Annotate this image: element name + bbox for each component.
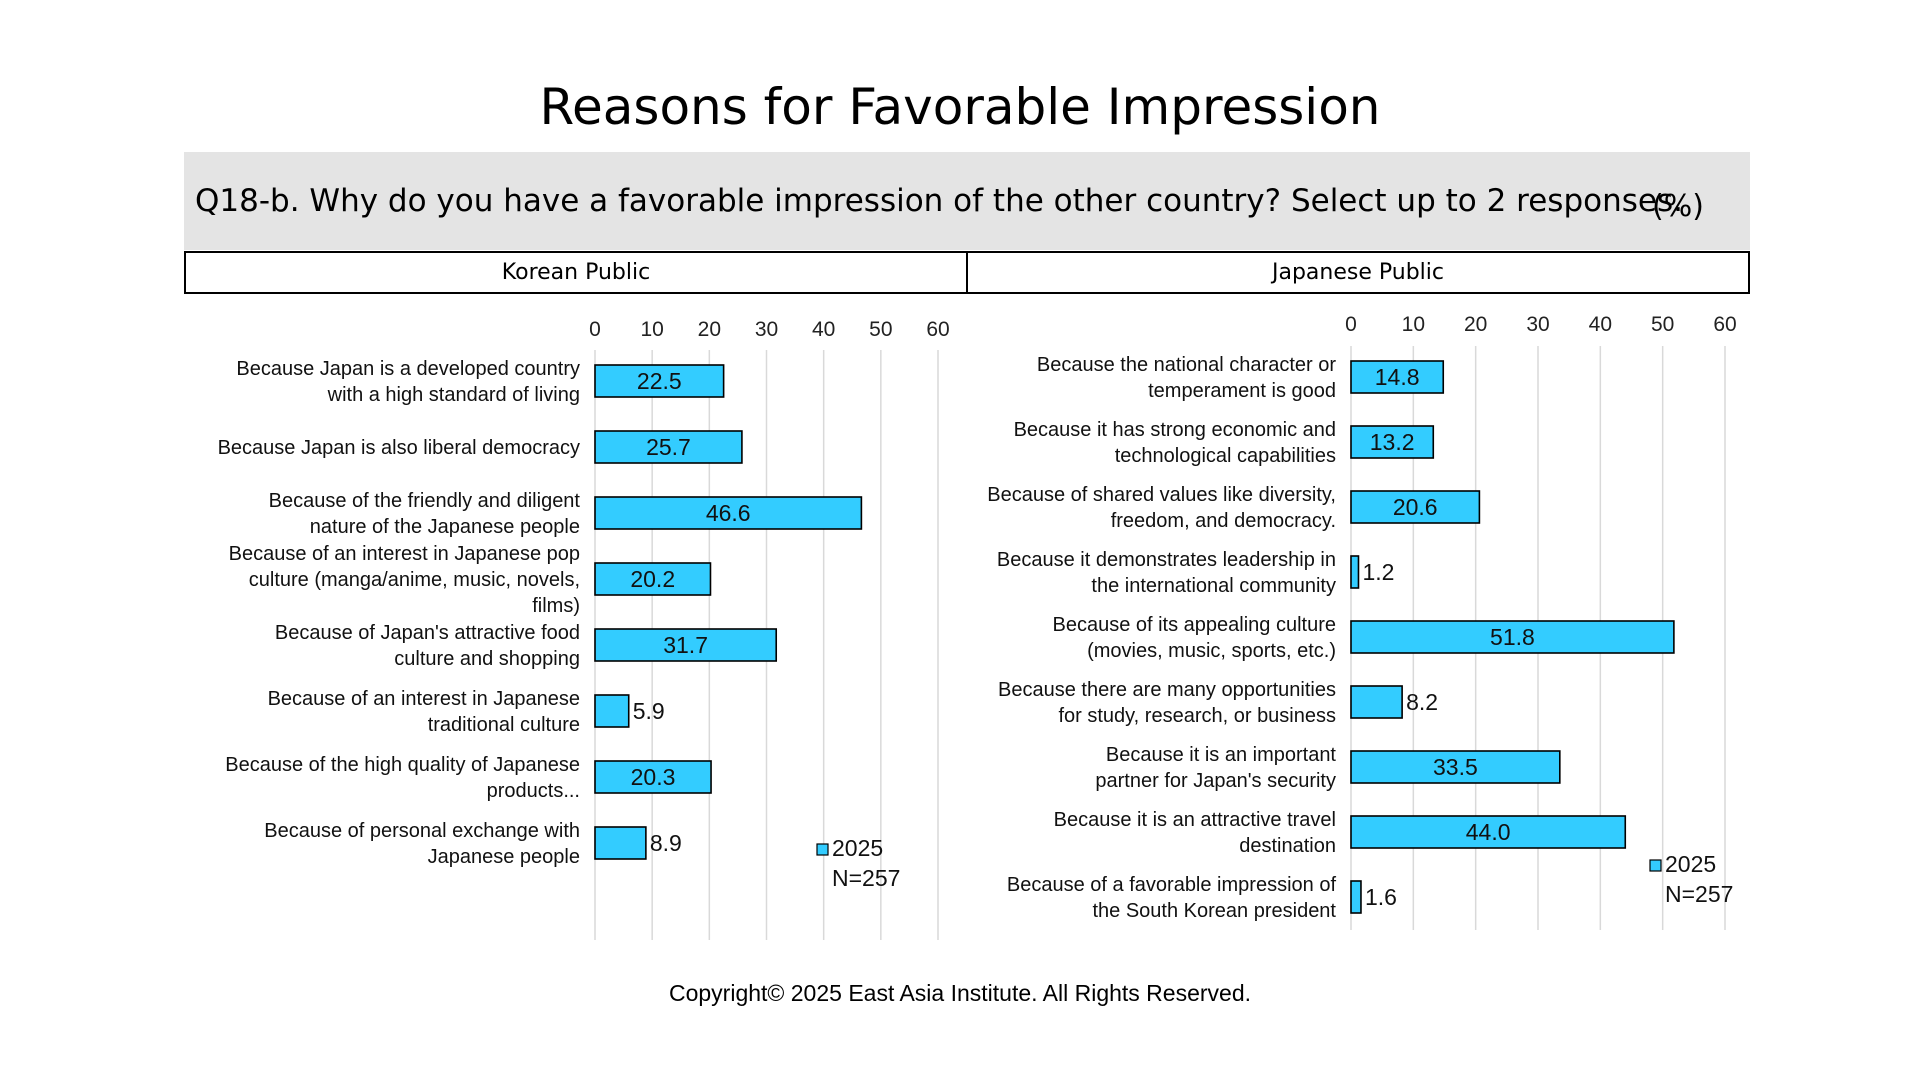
japanese-bar (1350, 360, 1445, 394)
japanese-category-label: Because of its appealing culture (1052, 614, 1336, 636)
japanese-data-label: 20.6 (1393, 494, 1438, 520)
japanese-bar (1350, 490, 1481, 524)
korean-legend-swatch (816, 843, 829, 856)
japanese-data-label: 14.8 (1375, 364, 1420, 390)
japanese-data-label: 13.2 (1370, 429, 1415, 455)
japanese-sample-size: N=257 (1665, 881, 1733, 907)
panel-header-korean: Korean Public (186, 253, 968, 292)
panel-header-row: Korean Public Japanese Public (184, 251, 1750, 294)
korean-bar (594, 760, 712, 794)
panel-header-japanese: Japanese Public (1272, 260, 1444, 285)
japanese-category-label: temperament is good (1148, 380, 1336, 402)
japanese-category-label: partner for Japan's security (1095, 770, 1336, 792)
japanese-category-label: Because of shared values like diversity, (987, 484, 1336, 506)
korean-data-label: 46.6 (706, 500, 751, 526)
japanese-category-label: Because of a favorable impression of (1007, 874, 1337, 896)
korean-tick-label: 30 (755, 318, 778, 341)
korean-category-label: Because of an interest in Japanese pop (229, 543, 580, 565)
japanese-category-label: the international community (1091, 575, 1336, 597)
japanese-tick-label: 50 (1651, 313, 1674, 336)
korean-data-label: 5.9 (633, 698, 665, 724)
japanese-tick-label: 10 (1402, 313, 1425, 336)
korean-data-label: 31.7 (663, 632, 708, 658)
korean-data-label: 8.9 (650, 830, 682, 856)
japanese-tick-label: 20 (1464, 313, 1487, 336)
korean-bar (594, 496, 863, 530)
korean-tick-label: 40 (812, 318, 835, 341)
korean-tick-label: 60 (926, 318, 949, 341)
korean-category-label: nature of the Japanese people (310, 516, 580, 538)
japanese-tick-label: 40 (1589, 313, 1612, 336)
japanese-tick-label: 0 (1345, 313, 1357, 336)
korean-category-label: with a high standard of living (327, 384, 580, 406)
japanese-data-label: 51.8 (1490, 624, 1535, 650)
japanese-legend-label: 2025 (1665, 851, 1716, 877)
korean-bar (594, 562, 712, 596)
korean-tick-label: 50 (869, 318, 892, 341)
korean-category-label: Because Japan is also liberal democracy (218, 437, 580, 459)
korean-sample-size: N=257 (832, 865, 900, 891)
japanese-category-label: (movies, music, sports, etc.) (1087, 640, 1336, 662)
japanese-category-label: Because there are many opportunities (998, 679, 1336, 701)
japanese-bar (1350, 425, 1435, 459)
japanese-category-label: for study, research, or business (1058, 705, 1336, 727)
korean-bar (594, 628, 778, 662)
japanese-data-label: 1.2 (1362, 559, 1394, 585)
japanese-data-label: 1.6 (1365, 884, 1397, 910)
japanese-data-label: 8.2 (1406, 689, 1438, 715)
japanese-bar (1350, 685, 1403, 719)
chart-title: Reasons for Favorable Impression (539, 78, 1381, 136)
japanese-category-label: Because it is an attractive travel (1054, 809, 1336, 831)
japanese-tick-label: 30 (1526, 313, 1549, 336)
korean-category-label: films) (532, 595, 580, 617)
korean-category-label: Because of personal exchange with (264, 820, 580, 842)
korean-category-label: Because of an interest in Japanese (268, 688, 580, 710)
japanese-data-label: 33.5 (1433, 754, 1478, 780)
japanese-category-label: destination (1239, 835, 1336, 857)
japanese-category-label: Because the national character or (1037, 354, 1336, 376)
japanese-data-label: 44.0 (1466, 819, 1511, 845)
korean-category-label: products... (487, 780, 580, 802)
japanese-bar (1350, 750, 1561, 784)
japanese-category-label: technological capabilities (1115, 445, 1336, 467)
question-text: Q18-b. Why do you have a favorable impre… (195, 183, 1683, 219)
korean-data-label: 20.2 (630, 566, 675, 592)
korean-category-label: Japanese people (428, 846, 580, 868)
korean-data-label: 22.5 (637, 368, 682, 394)
japanese-category-label: Because it demonstrates leadership in (997, 549, 1336, 571)
korean-bar (594, 826, 647, 860)
korean-category-label: culture (manga/anime, music, novels, (249, 569, 580, 591)
japanese-category-label: the South Korean president (1092, 900, 1336, 922)
unit-label: (%) (1652, 189, 1704, 224)
japanese-category-label: Because it has strong economic and (1014, 419, 1336, 441)
korean-data-label: 20.3 (631, 764, 676, 790)
japanese-tick-label: 60 (1713, 313, 1736, 336)
korean-bar (594, 430, 743, 464)
korean-category-label: Because of the high quality of Japanese (225, 754, 580, 776)
korean-tick-label: 0 (589, 318, 601, 341)
copyright-notice: Copyright© 2025 East Asia Institute. All… (668, 980, 1252, 1006)
japanese-legend-swatch (1649, 859, 1662, 872)
question-banner (184, 152, 1750, 250)
japanese-bar (1350, 555, 1360, 589)
korean-tick-label: 10 (640, 318, 663, 341)
korean-bar (594, 364, 725, 398)
korean-category-label: culture and shopping (394, 648, 580, 670)
korean-category-label: Because of Japan's attractive food (275, 622, 580, 644)
korean-category-label: Because of the friendly and diligent (269, 490, 581, 512)
korean-category-label: Because Japan is a developed country (236, 358, 580, 380)
japanese-bar (1350, 880, 1362, 914)
korean-legend-label: 2025 (832, 835, 883, 861)
korean-bar (594, 694, 630, 728)
korean-category-label: traditional culture (428, 714, 580, 736)
korean-data-label: 25.7 (646, 434, 691, 460)
japanese-bar (1350, 815, 1627, 849)
korean-tick-label: 20 (698, 318, 721, 341)
japanese-bar (1350, 620, 1675, 654)
japanese-category-label: freedom, and democracy. (1111, 510, 1336, 532)
japanese-category-label: Because it is an important (1106, 744, 1337, 766)
